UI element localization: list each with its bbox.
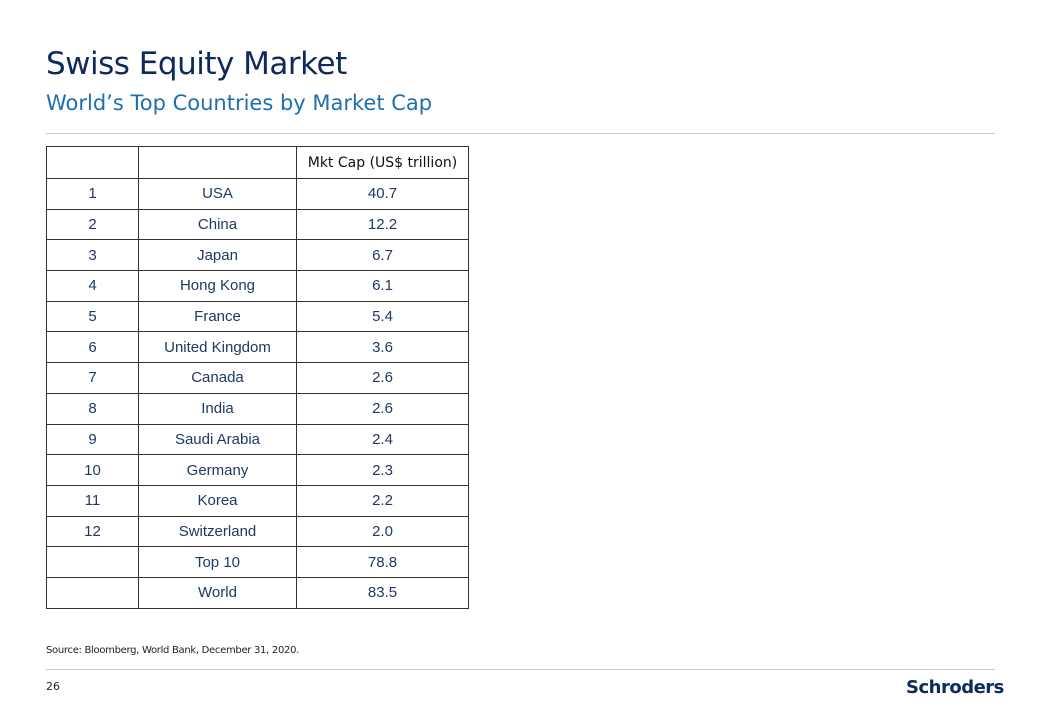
value-cell: 3.6 (296, 331, 469, 364)
country-cell: Germany (138, 454, 297, 486)
country-cell: United Kingdom (138, 331, 297, 364)
value-cell: 2.6 (296, 362, 469, 394)
logo: Schroders (906, 677, 1004, 698)
rank-cell: 3 (46, 239, 139, 272)
header-cell (46, 146, 139, 179)
value-cell: 2.6 (296, 392, 469, 425)
value-cell: 83.5 (296, 576, 469, 609)
country-cell: Switzerland (138, 515, 297, 548)
country-cell: Korea (138, 484, 297, 517)
country-cell: Canada (138, 362, 297, 394)
value-cell: 5.4 (296, 300, 469, 333)
value-cell: 6.1 (296, 270, 469, 302)
table-row: Top 10 78.8 (46, 546, 469, 578)
table-row: 12 Switzerland 2.0 (46, 515, 469, 548)
table-row: 9 Saudi Arabia 2.4 (46, 423, 469, 456)
header-cell: Mkt Cap (US$ trillion) (296, 146, 469, 179)
country-cell: Hong Kong (138, 270, 297, 302)
bottom-rule (46, 669, 995, 670)
rank-cell (46, 576, 139, 609)
header-cell (138, 146, 297, 179)
value-cell: 6.7 (296, 239, 469, 272)
country-cell: Saudi Arabia (138, 423, 297, 456)
rank-cell: 12 (46, 515, 139, 548)
rank-cell: 11 (46, 484, 139, 517)
country-cell: Japan (138, 239, 297, 272)
country-cell: USA (138, 178, 297, 210)
value-cell: 2.4 (296, 423, 469, 456)
rank-cell: 2 (46, 208, 139, 241)
table-row: 8 India 2.6 (46, 392, 469, 425)
rank-cell: 1 (46, 178, 139, 210)
table-row: 2 China 12.2 (46, 208, 469, 241)
header-row: Mkt Cap (US$ trillion) (46, 146, 469, 179)
table-row: 10 Germany 2.3 (46, 454, 469, 486)
page-number: 26 (46, 680, 60, 693)
rank-cell: 7 (46, 362, 139, 394)
rank-cell: 5 (46, 300, 139, 333)
table-row: 7 Canada 2.6 (46, 362, 469, 394)
value-cell: 40.7 (296, 178, 469, 210)
top-rule (46, 133, 995, 134)
value-cell: 2.0 (296, 515, 469, 548)
table-row: 1 USA 40.7 (46, 178, 469, 210)
rank-cell: 4 (46, 270, 139, 302)
table-row: 6 United Kingdom 3.6 (46, 331, 469, 364)
country-cell: World (138, 576, 297, 609)
country-cell: France (138, 300, 297, 333)
rank-cell (46, 546, 139, 578)
subtitle: World’s Top Countries by Market Cap (46, 91, 433, 115)
country-cell: Top 10 (138, 546, 297, 578)
source-note: Source: Bloomberg, World Bank, December … (46, 645, 300, 656)
value-cell: 78.8 (296, 546, 469, 578)
table-row: 4 Hong Kong 6.1 (46, 270, 469, 302)
table-row: 3 Japan 6.7 (46, 239, 469, 272)
table-row: 11 Korea 2.2 (46, 484, 469, 517)
country-cell: China (138, 208, 297, 241)
title: Swiss Equity Market (46, 46, 347, 82)
market-cap-table: Mkt Cap (US$ trillion) 1 USA 40.7 2 China 12.2… (46, 146, 469, 609)
value-cell: 2.2 (296, 484, 469, 517)
table-row: 5 France 5.4 (46, 300, 469, 333)
rank-cell: 10 (46, 454, 139, 486)
table-row: World 83.5 (46, 576, 469, 609)
value-cell: 12.2 (296, 208, 469, 241)
rank-cell: 9 (46, 423, 139, 456)
country-cell: India (138, 392, 297, 425)
value-cell: 2.3 (296, 454, 469, 486)
rank-cell: 8 (46, 392, 139, 425)
rank-cell: 6 (46, 331, 139, 364)
